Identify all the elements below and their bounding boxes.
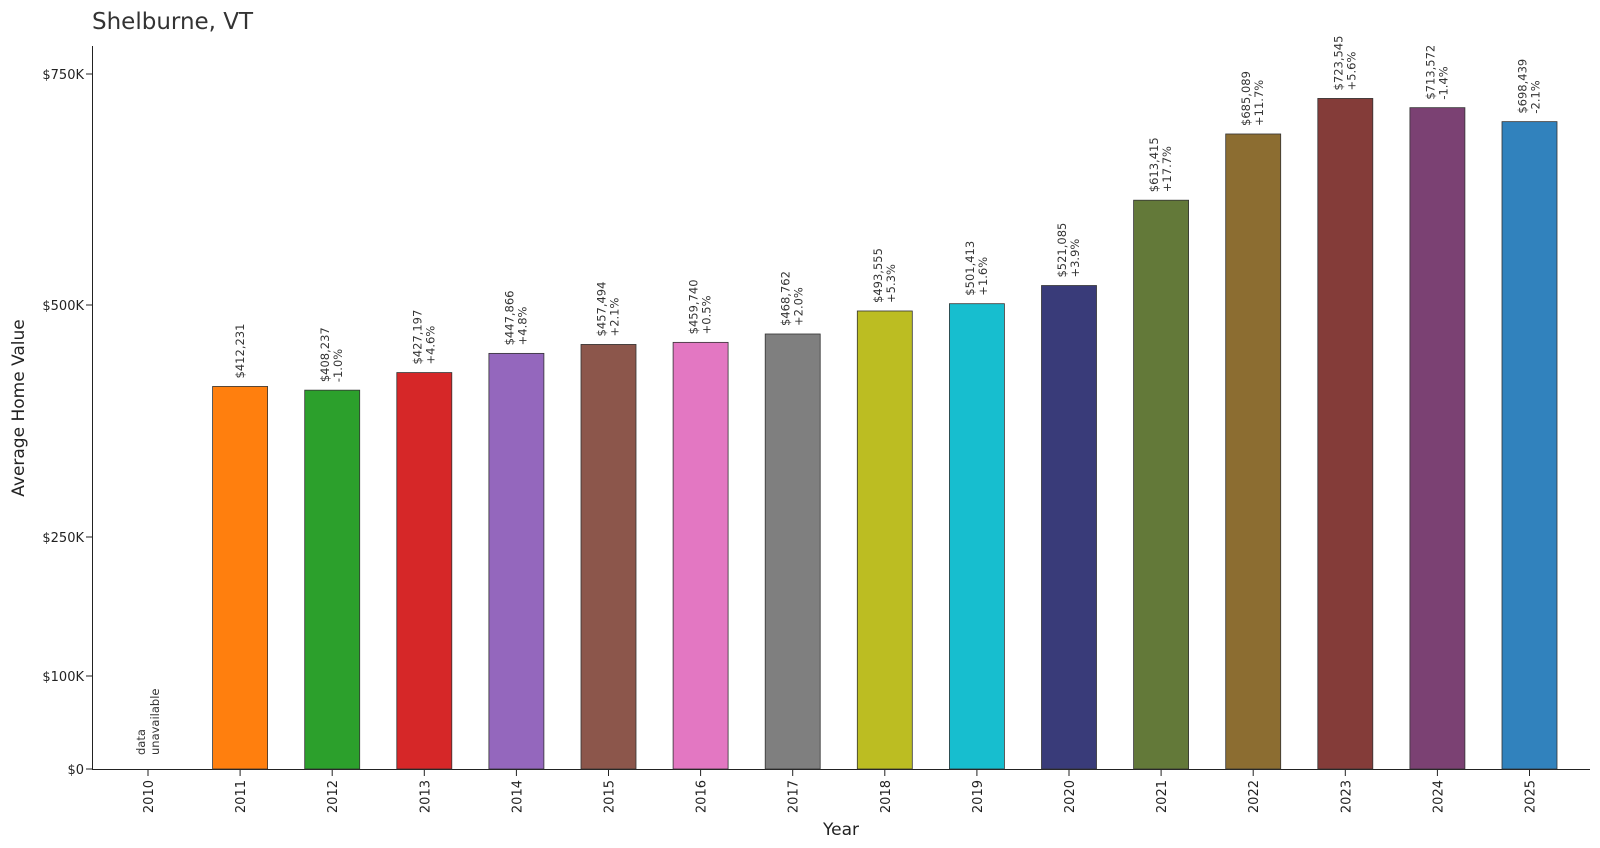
value-label-2014: $447,866+4.8% [502,291,529,346]
bar-2014 [488,352,545,770]
x-tick-label: 2016 [695,780,710,813]
x-tick-label: 2015 [603,780,618,813]
y-tick-label: $0 [67,763,84,778]
bar-2024 [1409,107,1466,770]
value-label-2019: $501,413+1.6% [963,241,990,296]
y-tick-label: $750K [42,68,84,83]
bar-2016 [672,341,729,770]
x-tick-label: 2019 [971,780,986,813]
value-label-2016: $459,740+0.5% [687,279,714,334]
bar-2025 [1501,121,1558,770]
value-label-2022: $685,089+11.7% [1239,71,1266,126]
value-label-2017: $468,762+2.0% [779,271,806,326]
x-tick-label: 2012 [326,780,341,813]
data-labels-group: dataunavailable $412,231 $408,237-1.0% $427… [134,36,1543,755]
bar-2019 [949,303,1005,770]
data-unavailable-label: dataunavailable [134,689,162,755]
x-tick-label: 2014 [510,780,525,813]
value-label-2012: $408,237-1.0% [318,327,345,382]
x-tick-label: 2021 [1155,780,1170,813]
bar-2023 [1317,98,1374,770]
value-label-2023: $723,545+5.6% [1331,36,1358,91]
x-tick-label: 2017 [787,780,802,813]
y-tick-label: $500K [42,299,84,314]
value-label-2015: $457,494+2.1% [595,282,622,337]
value-label-2024: $713,572-1.4% [1423,45,1450,100]
bar-2017 [764,333,821,770]
bar-2020 [1041,285,1097,770]
x-axis: 2010 2011 2012 2013 2014 2015 2016 2017 2018 2019… [92,769,1590,813]
x-tick-label: 2018 [879,780,894,813]
bar-2021 [1133,199,1189,770]
bar-2011 [212,386,269,770]
value-label-2021: $613,415+17.7% [1147,137,1174,192]
bars-group [212,98,1558,770]
y-axis-title: Average Home Value [9,319,29,497]
bar-2022 [1225,133,1282,770]
x-tick-label: 2025 [1524,780,1539,813]
x-tick-label: 2020 [1063,780,1078,813]
x-tick-label: 2022 [1247,780,1262,813]
x-tick-label: 2010 [142,780,157,813]
bar-2013 [396,372,453,770]
y-tick-label: $100K [42,670,84,685]
bar-2018 [856,310,913,770]
x-tick-label: 2023 [1339,780,1354,813]
y-axis: $0 $100K $250K $500K $750K [42,46,93,778]
value-label-2018: $493,555+5.3% [871,248,898,303]
y-tick-label: $250K [42,531,84,546]
value-label-2013: $427,197+4.6% [410,310,437,365]
value-label-2025: $698,439-2.1% [1516,59,1543,114]
bar-2012 [304,389,361,770]
x-tick-label: 2013 [418,780,433,813]
x-tick-label: 2011 [234,780,249,813]
bar-2015 [580,344,637,770]
x-axis-title: Year [822,820,859,840]
chart-title: Shelburne, VT [92,9,254,35]
value-label-2011: $412,231 [233,324,247,379]
value-label-2020: $521,085+3.9% [1055,223,1082,278]
x-tick-label: 2024 [1431,780,1446,813]
